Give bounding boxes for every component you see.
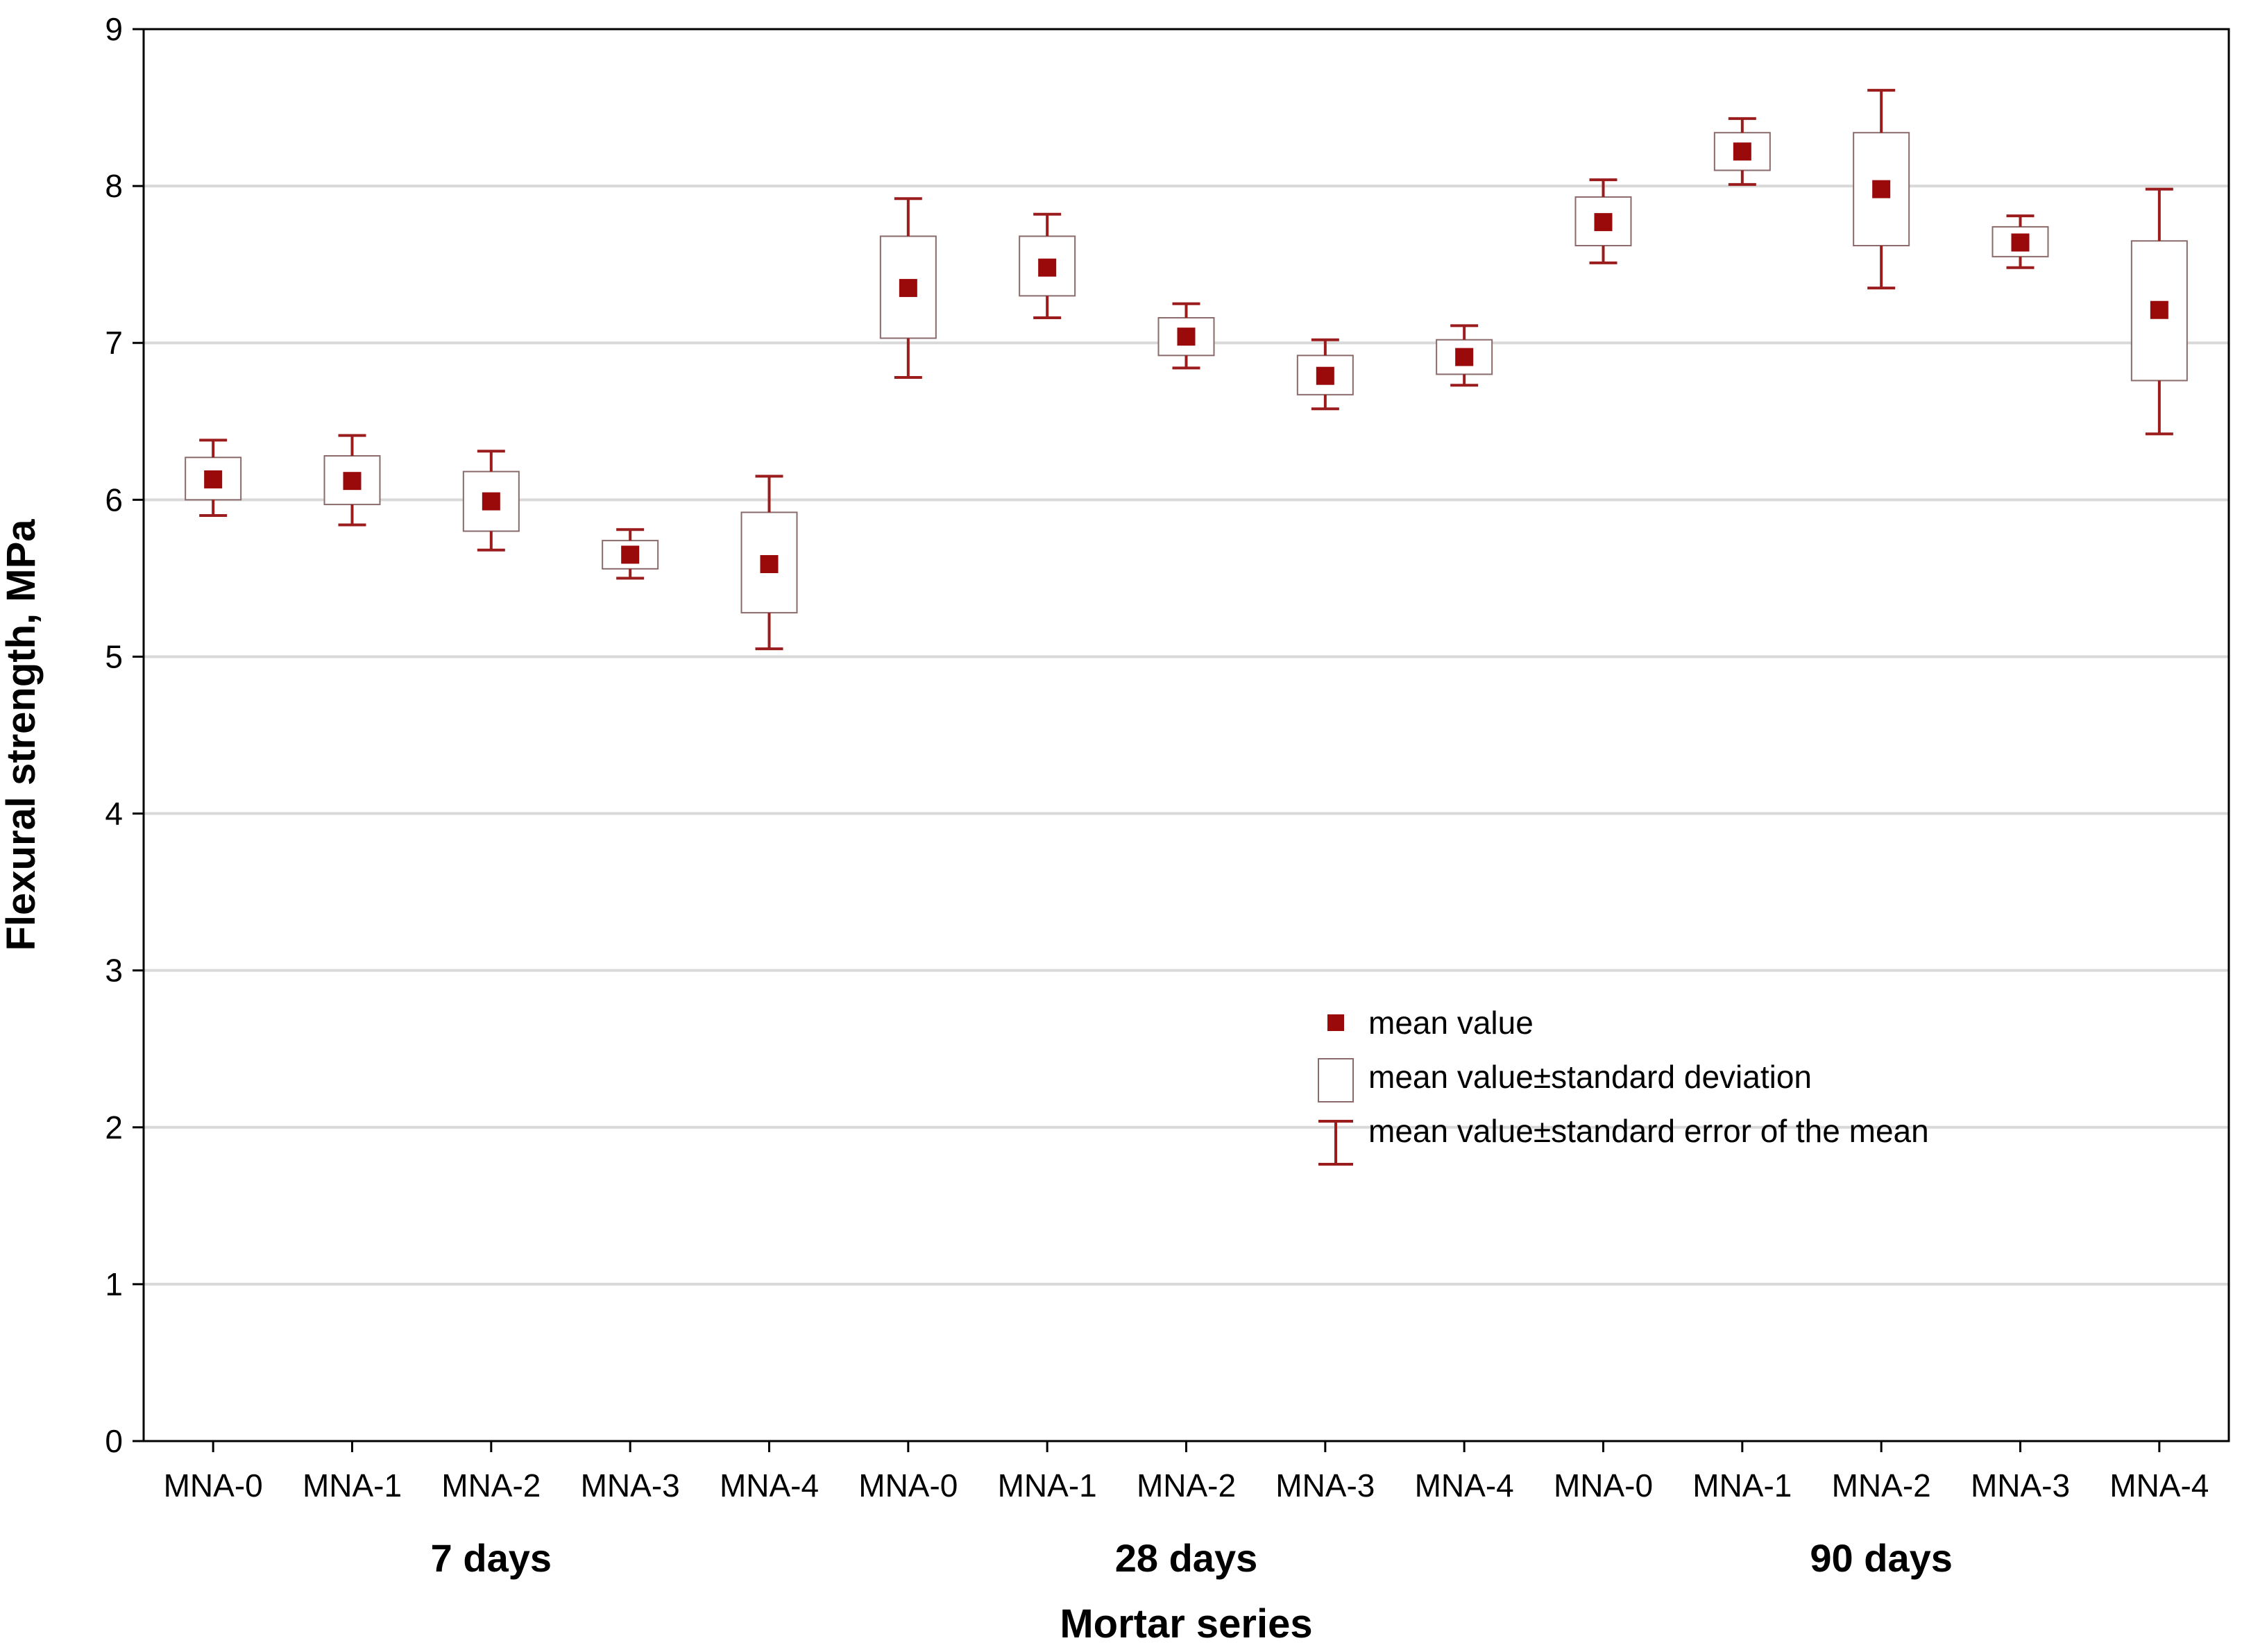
legend-se-whisker [1318,1120,1353,1166]
group-labels: 7 days 28 days 90 days [431,1536,1953,1580]
x-category-label: MNA-2 [441,1467,541,1504]
se-whiskers [199,89,2173,651]
x-category-label: MNA-3 [1275,1467,1375,1504]
y-tick-label: 2 [105,1109,123,1146]
group-label: 28 days [1115,1536,1258,1580]
x-category-label: MNA-0 [164,1467,263,1504]
x-category-label: MNA-0 [858,1467,958,1504]
y-axis-ticks: 0 1 2 3 4 5 6 7 8 9 [105,11,144,1459]
mean-marker [621,545,640,564]
y-tick-label: 8 [105,168,123,204]
mean-marker [1316,366,1334,385]
x-category-label: MNA-4 [720,1467,819,1504]
legend-sd-box [1318,1058,1354,1102]
y-tick-label: 1 [105,1266,123,1302]
mean-marker [2011,233,2030,252]
x-axis-ticks: MNA-0 MNA-1 MNA-2 MNA-3 MNA-4 MNA-0 MNA-1 MNA-2… [164,1441,2209,1504]
y-tick-label: 0 [105,1423,123,1459]
x-category-label: MNA-0 [1554,1467,1653,1504]
y-tick-label: 7 [105,325,123,361]
legend-mean-marker [1327,1014,1344,1031]
x-axis-title: Mortar series [1060,1601,1312,1646]
x-category-label: MNA-2 [1832,1467,1931,1504]
legend-label-mean: mean value [1368,1005,1534,1041]
mean-marker [1872,180,1891,198]
x-category-label: MNA-1 [998,1467,1097,1504]
group-label: 7 days [431,1536,552,1580]
mean-marker [2150,300,2168,319]
mean-marker [1038,258,1057,277]
mean-marker [760,555,779,574]
x-category-label: MNA-3 [581,1467,680,1504]
x-category-label: MNA-4 [2109,1467,2209,1504]
x-category-label: MNA-4 [1415,1467,1514,1504]
mean-marker [1455,348,1474,366]
group-label: 90 days [1810,1536,1953,1580]
x-category-label: MNA-2 [1137,1467,1236,1504]
mean-marker [1177,327,1196,346]
mean-markers [204,142,2168,574]
x-category-label: MNA-1 [303,1467,402,1504]
legend-label-sd: mean value±standard deviation [1368,1059,1812,1095]
y-tick-label: 4 [105,796,123,832]
mean-marker [899,279,917,298]
x-category-label: MNA-3 [1971,1467,2070,1504]
x-category-label: MNA-1 [1692,1467,1792,1504]
y-axis-title: Flexural strength, MPa [0,519,44,951]
mean-marker [204,470,223,488]
mean-marker [1594,213,1613,232]
mean-marker [482,492,500,511]
y-tick-label: 3 [105,953,123,989]
mean-marker [343,472,362,491]
y-tick-label: 9 [105,11,123,47]
y-tick-label: 5 [105,638,123,674]
legend: mean value mean value±standard deviation… [1318,1005,1929,1166]
legend-label-se: mean value±standard error of the mean [1368,1113,1929,1149]
mean-marker [1733,142,1751,161]
y-tick-label: 6 [105,482,123,518]
